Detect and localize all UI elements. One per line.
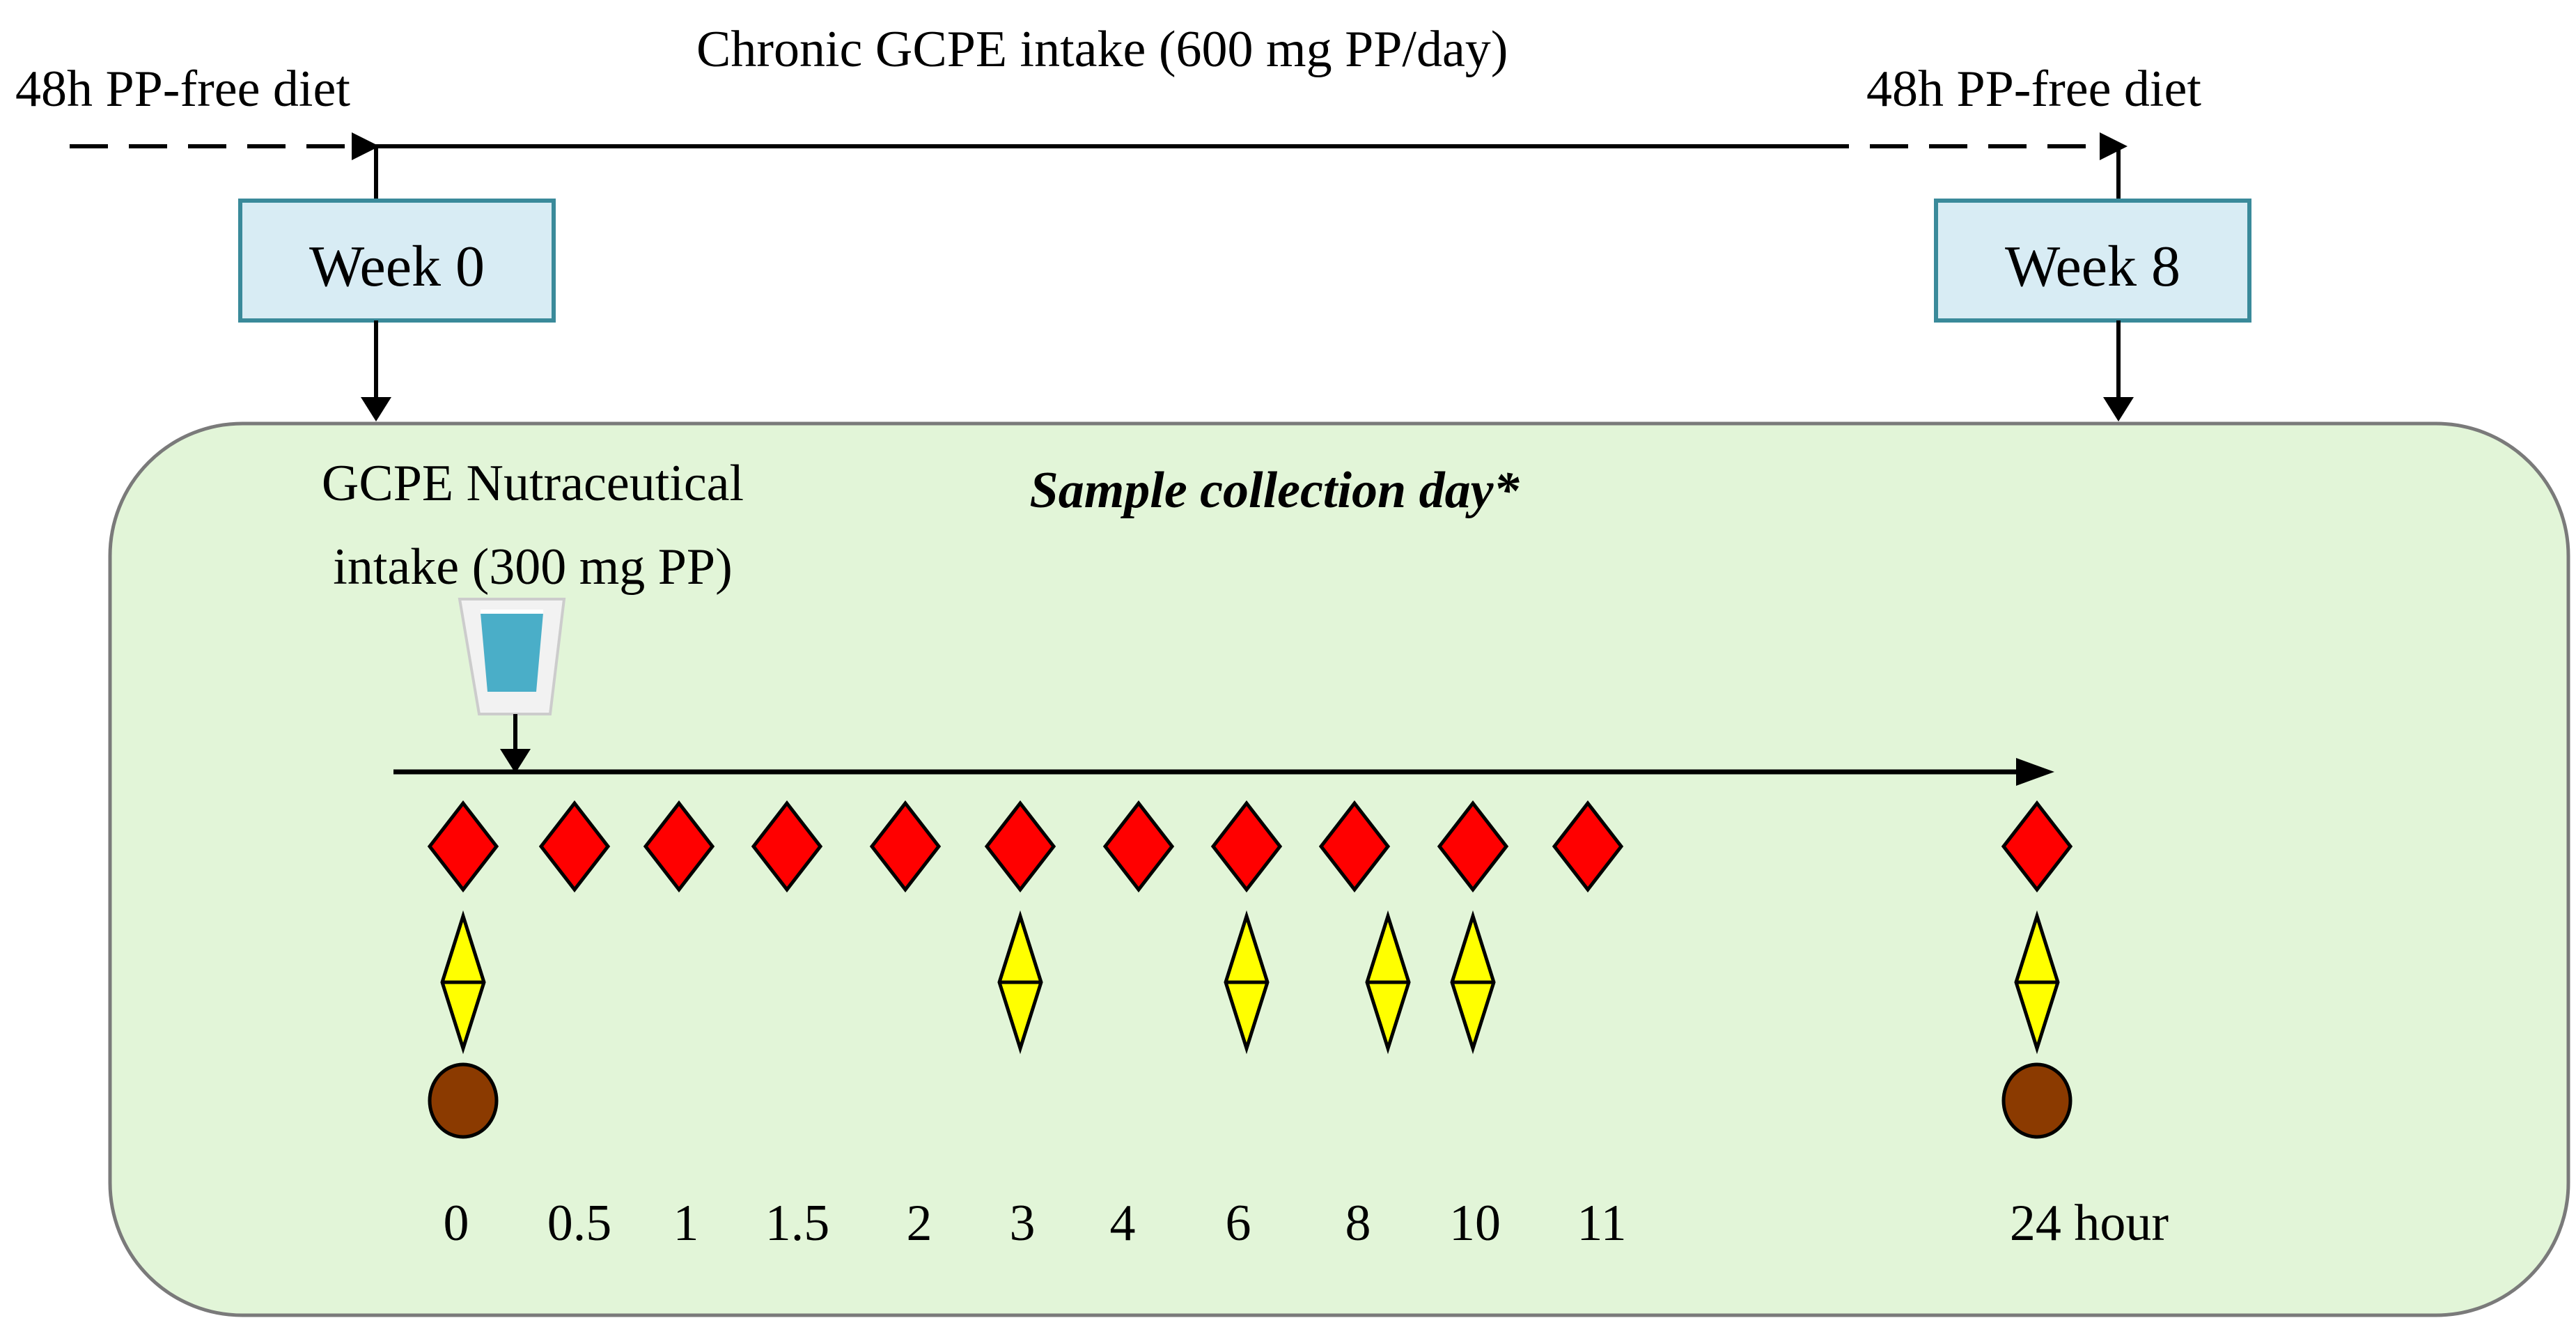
time-point-label: 10	[1449, 1195, 1501, 1252]
plasma-sample-diamond	[643, 800, 715, 893]
feces-sample-circle	[428, 1062, 499, 1139]
time-point-label: 0.5	[547, 1195, 612, 1252]
week0-down-arrowhead	[361, 397, 391, 421]
intake-label-line2: intake (300 mg PP)	[333, 538, 732, 596]
time-point-label: 3	[1010, 1195, 1036, 1252]
urine-sample-diamond	[997, 910, 1043, 1055]
time-point-label: 0	[444, 1195, 469, 1252]
plasma-sample-diamond	[538, 800, 611, 893]
time-point-label: 6	[1226, 1195, 1251, 1252]
time-point-label: 2	[907, 1195, 932, 1252]
chronic-intake-label: Chronic GCPE intake (600 mg PP/day)	[696, 21, 1508, 78]
week8-label: Week 8	[2005, 234, 2180, 299]
intake-label-line1: GCPE Nutraceutical	[322, 455, 744, 512]
urine-sample-diamond	[2014, 910, 2060, 1055]
week0-label: Week 0	[309, 234, 485, 299]
right-diet-label: 48h PP-free diet	[1866, 61, 2201, 118]
collection-timeline-arrowhead	[2016, 758, 2054, 786]
plasma-sample-diamond	[2001, 800, 2073, 893]
week0-box	[238, 199, 556, 323]
plasma-sample-diamond	[984, 800, 1056, 893]
feces-sample-circle	[2001, 1062, 2072, 1139]
time-point-label: 1	[673, 1195, 699, 1252]
time-point-label: 8	[1345, 1195, 1371, 1252]
top-timeline: Chronic GCPE intake (600 mg PP/day) 48h …	[15, 21, 2251, 421]
panel-title: Sample collection day*	[1030, 462, 1520, 519]
plasma-sample-diamond	[1318, 800, 1391, 893]
cup-icon	[458, 598, 566, 715]
time-point-label: 11	[1577, 1195, 1626, 1252]
plasma-sample-diamond	[1437, 800, 1509, 893]
time-point-label: 4	[1110, 1195, 1136, 1252]
time-point-label: 24 hour	[2010, 1195, 2169, 1252]
time-point-label: 1.5	[765, 1195, 830, 1252]
plasma-sample-diamond	[751, 800, 823, 893]
intake-arrowhead	[500, 749, 531, 773]
plasma-sample-diamond	[427, 800, 499, 893]
plasma-sample-diamond	[1210, 800, 1283, 893]
plasma-sample-diamond	[869, 800, 942, 893]
plasma-sample-diamond	[1102, 800, 1175, 893]
left-diet-label: 48h PP-free diet	[15, 61, 350, 118]
urine-sample-diamond	[1365, 910, 1411, 1055]
sample-marks: 0 0.5 1 1.5 2 3 4 6 8 10 11 24 hour	[427, 800, 2169, 1252]
week8-box	[1934, 199, 2251, 323]
right-dashed-arrowhead	[2100, 132, 2128, 160]
urine-sample-diamond	[1224, 910, 1270, 1055]
left-dashed-arrowhead	[352, 132, 380, 160]
plasma-sample-diamond	[1552, 800, 1624, 893]
urine-sample-diamond	[440, 910, 486, 1055]
week8-down-arrowhead	[2103, 397, 2134, 421]
urine-sample-diamond	[1450, 910, 1496, 1055]
